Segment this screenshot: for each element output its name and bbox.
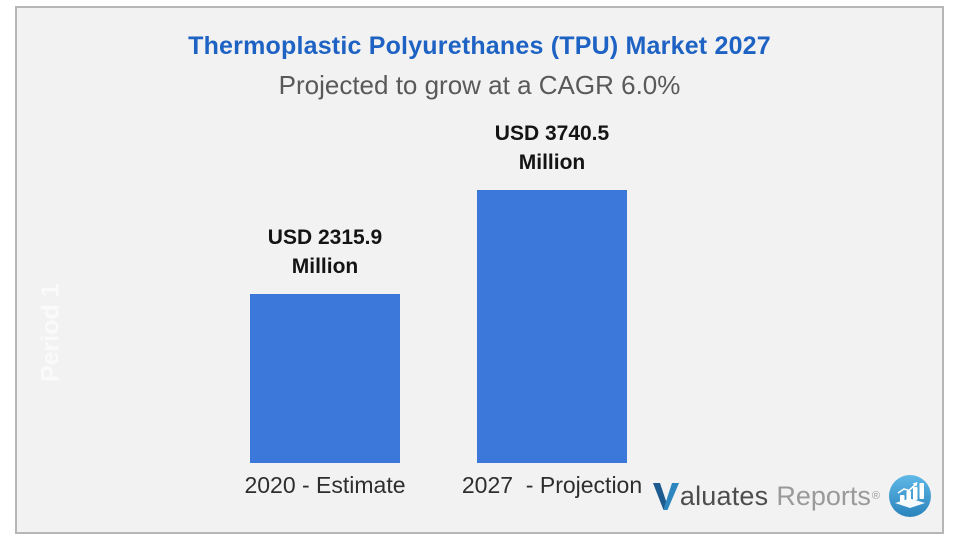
logo-word-reports: Reports xyxy=(776,480,871,511)
chart-header: Thermoplastic Polyurethanes (TPU) Market… xyxy=(17,32,942,101)
watermark-period-label: Period 1 xyxy=(36,283,65,383)
bar-chart-badge-icon xyxy=(889,475,931,517)
category-label-2027: 2027 - Projection xyxy=(461,472,643,498)
bar-2020 xyxy=(250,294,400,463)
bar-column-2020: USD 2315.9 Million 2020 - Estimate xyxy=(205,224,445,499)
chart-panel: Thermoplastic Polyurethanes (TPU) Market… xyxy=(15,6,944,534)
chart-title: Thermoplastic Polyurethanes (TPU) Market… xyxy=(188,32,771,60)
chart-subtitle: Projected to grow at a CAGR 6.0% xyxy=(278,70,681,100)
bar-column-2027: USD 3740.5 Million 2027 - Projection xyxy=(432,120,672,499)
registered-trademark-icon: ® xyxy=(871,490,880,502)
category-label-2020: 2020 - Estimate xyxy=(244,472,406,498)
logo-v-icon xyxy=(652,483,679,510)
valuates-reports-logo: aluates Reports ® xyxy=(652,474,932,518)
bar-value-label: USD 2315.9 Million xyxy=(267,226,383,278)
bar-2027 xyxy=(477,190,627,463)
bar-value-label: USD 3740.5 Million xyxy=(494,122,610,174)
logo-word-aluates: aluates xyxy=(679,480,769,511)
